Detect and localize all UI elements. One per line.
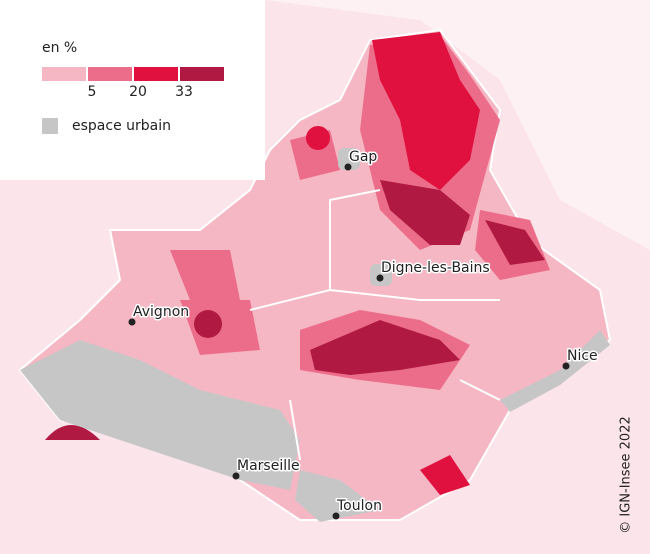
credit: © IGN-Insee 2022 bbox=[619, 416, 634, 534]
legend-swatch bbox=[180, 67, 224, 81]
urban-area bbox=[338, 148, 360, 170]
cities: Gap Digne-les-Bains Avignon Nice Marseille To… bbox=[128, 148, 599, 520]
legend-swatch bbox=[134, 67, 178, 81]
zone bbox=[380, 180, 470, 245]
city-dot bbox=[376, 274, 384, 282]
border bbox=[249, 189, 501, 461]
zone bbox=[170, 250, 240, 300]
urban-area bbox=[500, 330, 610, 412]
legend-swatch bbox=[88, 67, 132, 81]
zone bbox=[372, 32, 480, 190]
legend-swatch bbox=[42, 67, 86, 81]
urban-area bbox=[295, 470, 380, 522]
zone bbox=[306, 126, 330, 150]
city-dot bbox=[344, 163, 352, 171]
city-dot bbox=[128, 318, 136, 326]
zone bbox=[310, 320, 460, 375]
zone bbox=[485, 220, 545, 265]
city-label: Marseille bbox=[237, 458, 300, 474]
zone bbox=[45, 425, 100, 440]
legend-swatch bbox=[42, 118, 58, 134]
zone bbox=[420, 455, 470, 495]
legend-title: en % bbox=[42, 40, 77, 56]
urban-area bbox=[20, 340, 300, 490]
legend-panel bbox=[0, 0, 265, 180]
city-dot bbox=[332, 512, 340, 520]
city-dot bbox=[562, 362, 570, 370]
legend-break: 5 bbox=[88, 84, 97, 100]
city-label: Gap bbox=[349, 149, 377, 165]
legend-label: espace urbain bbox=[72, 118, 171, 134]
city-label: Digne-les-Bains bbox=[381, 260, 490, 276]
city-label: Avignon bbox=[133, 304, 189, 320]
city-dot bbox=[232, 472, 240, 480]
legend: 5 20 33 bbox=[42, 67, 224, 100]
legend-break: 20 bbox=[129, 84, 147, 100]
city-label: Toulon bbox=[336, 498, 382, 514]
city-label: Nice bbox=[567, 348, 598, 364]
legend-break: 33 bbox=[175, 84, 193, 100]
background bbox=[265, 0, 650, 250]
zone bbox=[194, 310, 222, 338]
